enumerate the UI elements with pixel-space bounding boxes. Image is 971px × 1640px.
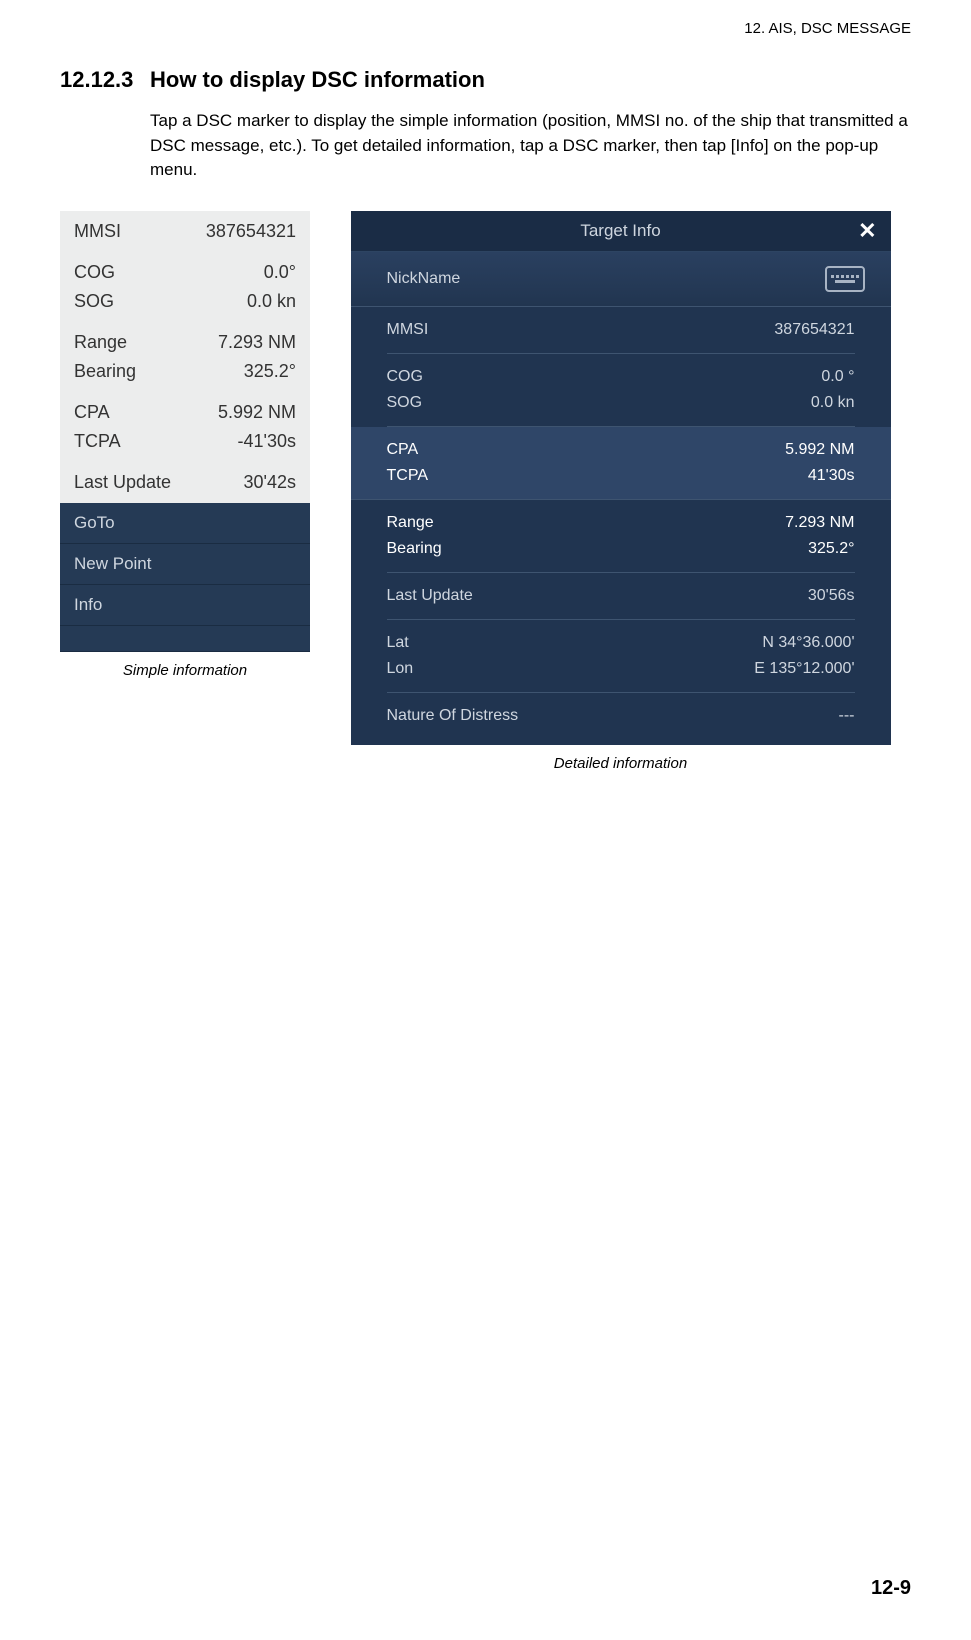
d-label-lat: Lat [387, 634, 409, 652]
section-heading: 12.12.3 How to display DSC information [60, 67, 911, 93]
d-value-tcpa: 41'30s [808, 467, 855, 485]
label-cpa: CPA [74, 402, 110, 423]
d-label-lon: Lon [387, 660, 414, 678]
simple-row-cog: COG 0.0° [60, 252, 310, 287]
simple-row-sog: SOG 0.0 kn [60, 287, 310, 322]
section-number: 12.12.3 [60, 67, 150, 93]
d-label-tcpa: TCPA [387, 467, 428, 485]
value-bearing: 325.2° [244, 361, 296, 382]
simple-row-cpa: CPA 5.992 NM [60, 392, 310, 427]
detail-header: Target Info ✕ [351, 211, 891, 252]
nickname-row[interactable]: NickName [351, 252, 891, 307]
value-mmsi: 387654321 [206, 221, 296, 242]
keyboard-icon[interactable] [825, 266, 865, 292]
d-label-sog: SOG [387, 394, 423, 412]
page-number: 12-9 [871, 1577, 911, 1600]
d-value-sog: 0.0 kn [811, 394, 855, 412]
d-value-distress: --- [839, 707, 855, 725]
section-title: How to display DSC information [150, 67, 485, 93]
value-sog: 0.0 kn [247, 291, 296, 312]
popup-menu: GoTo New Point Info [60, 503, 310, 652]
label-cog: COG [74, 262, 115, 283]
d-label-lastupdate: Last Update [387, 587, 473, 605]
detail-group-cpa-tcpa: CPA 5.992 NM TCPA 41'30s [351, 427, 891, 500]
menu-spacer [60, 626, 310, 652]
d-label-range: Range [387, 514, 434, 532]
detail-title: Target Info [580, 221, 660, 240]
label-sog: SOG [74, 291, 114, 312]
detail-group-latlon: Lat N 34°36.000' Lon E 135°12.000' [387, 620, 855, 693]
d-value-bearing: 325.2° [808, 540, 854, 558]
detail-group-lastupdate: Last Update 30'56s [387, 573, 855, 620]
d-value-cog: 0.0 ° [821, 368, 854, 386]
simple-row-mmsi: MMSI 387654321 [60, 211, 310, 252]
value-tcpa: -41'30s [238, 431, 296, 452]
value-cpa: 5.992 NM [218, 402, 296, 423]
d-value-mmsi: 387654321 [774, 321, 854, 339]
label-mmsi: MMSI [74, 221, 121, 242]
label-lastupdate: Last Update [74, 472, 171, 493]
menu-goto[interactable]: GoTo [60, 503, 310, 544]
detail-caption: Detailed information [554, 755, 687, 772]
simple-info-panel: MMSI 387654321 COG 0.0° SOG 0.0 kn Range… [60, 211, 310, 652]
d-value-lon: E 135°12.000' [754, 660, 854, 678]
detail-group-mmsi: MMSI 387654321 [387, 307, 855, 354]
label-bearing: Bearing [74, 361, 136, 382]
d-label-mmsi: MMSI [387, 321, 429, 339]
d-label-cpa: CPA [387, 441, 419, 459]
nickname-label: NickName [387, 270, 461, 288]
d-label-distress: Nature Of Distress [387, 707, 519, 725]
label-range: Range [74, 332, 127, 353]
d-value-lastupdate: 30'56s [808, 587, 855, 605]
menu-newpoint[interactable]: New Point [60, 544, 310, 585]
chapter-header: 12. AIS, DSC MESSAGE [60, 20, 911, 37]
value-range: 7.293 NM [218, 332, 296, 353]
simple-row-tcpa: TCPA -41'30s [60, 427, 310, 462]
body-paragraph: Tap a DSC marker to display the simple i… [150, 109, 911, 183]
close-icon[interactable]: ✕ [858, 218, 876, 244]
simple-row-lastupdate: Last Update 30'42s [60, 462, 310, 503]
d-value-lat: N 34°36.000' [762, 634, 854, 652]
simple-row-bearing: Bearing 325.2° [60, 357, 310, 392]
d-label-bearing: Bearing [387, 540, 442, 558]
label-tcpa: TCPA [74, 431, 121, 452]
menu-info[interactable]: Info [60, 585, 310, 626]
detail-info-panel: Target Info ✕ NickName MMSI 387654321 COG… [351, 211, 891, 745]
d-label-cog: COG [387, 368, 423, 386]
value-lastupdate: 30'42s [244, 472, 296, 493]
d-value-cpa: 5.992 NM [785, 441, 854, 459]
simple-caption: Simple information [123, 662, 247, 679]
d-value-range: 7.293 NM [785, 514, 854, 532]
detail-group-distress: Nature Of Distress --- [387, 693, 855, 745]
simple-row-range: Range 7.293 NM [60, 322, 310, 357]
detail-group-cog-sog: COG 0.0 ° SOG 0.0 kn [387, 354, 855, 427]
detail-group-range-bearing: Range 7.293 NM Bearing 325.2° [387, 500, 855, 573]
detail-body: MMSI 387654321 COG 0.0 ° SOG 0.0 kn CPA 5.99… [351, 307, 891, 745]
value-cog: 0.0° [264, 262, 296, 283]
